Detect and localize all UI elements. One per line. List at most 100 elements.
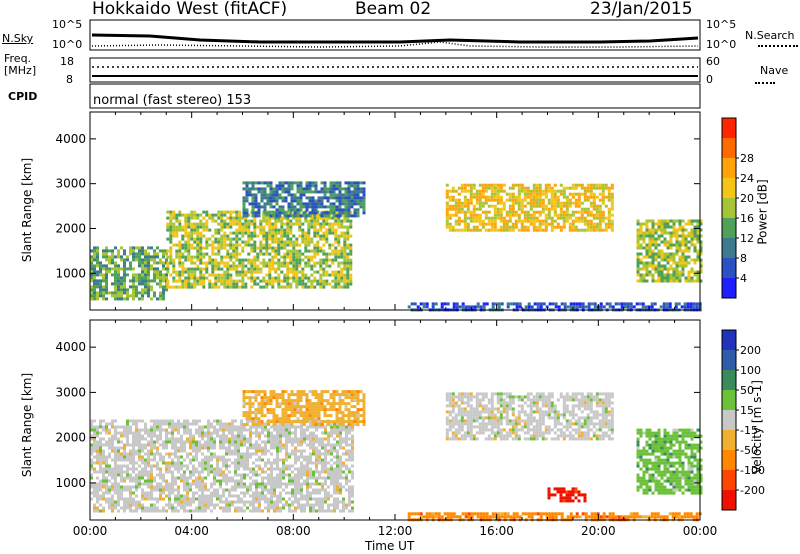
data-cell [309,425,312,429]
data-cell [636,246,640,250]
data-cell [229,252,233,256]
data-cell [144,285,147,289]
data-cell [297,491,300,495]
data-cell [472,216,476,220]
data-cell [278,187,282,191]
data-cell [186,503,189,507]
data-cell [93,443,96,447]
data-cell [684,228,688,232]
data-cell [312,491,315,495]
data-cell [180,506,183,510]
data-cell [111,267,114,271]
data-cell [455,305,459,309]
data-cell [312,449,315,453]
data-cell [277,267,281,271]
data-cell [463,198,467,202]
data-cell [496,207,500,211]
data-cell [228,431,231,435]
data-cell [490,216,494,220]
data-cell [99,485,102,489]
data-cell [334,219,338,223]
data-cell [243,464,246,468]
data-cell [175,228,179,232]
data-cell [422,302,426,306]
data-cell [343,246,347,250]
data-cell [508,198,512,202]
data-cell [99,464,102,468]
data-cell [96,294,99,298]
data-cell [687,234,691,238]
data-cell [159,273,162,277]
data-cell [264,461,267,465]
data-cell [220,267,224,271]
data-cell [675,240,679,244]
data-cell [234,428,237,432]
data-cell [312,452,315,456]
data-cell [306,485,309,489]
data-cell [99,288,102,292]
data-cell [319,276,323,280]
data-cell [285,440,288,444]
data-cell [324,476,327,480]
data-cell [303,437,306,441]
data-cell [648,231,652,235]
data-cell [259,252,263,256]
data-cell [141,461,144,465]
data-cell [93,470,96,474]
data-cell [198,431,201,435]
data-cell [699,228,703,232]
data-cell [295,240,299,244]
data-cell [237,479,240,483]
data-cell [306,464,309,468]
data-cell [280,228,284,232]
data-cell [238,231,242,235]
data-cell [111,500,114,504]
data-cell [183,440,186,444]
data-cell [463,201,467,205]
data-cell [274,234,278,238]
data-cell [448,204,452,208]
data-cell [255,479,258,483]
data-cell [156,446,159,450]
data-cell [186,428,189,432]
data-cell [276,473,279,477]
data-cell [222,461,225,465]
data-cell [102,267,105,271]
data-cell [312,425,315,429]
data-cell [333,500,336,504]
data-cell [120,425,123,429]
data-cell [684,240,688,244]
data-cell [610,186,614,190]
data-cell [258,506,261,510]
data-cell [225,476,228,480]
data-cell [334,258,338,262]
data-cell [243,452,246,456]
data-cell [267,482,270,486]
data-cell [311,211,315,215]
data-cell [328,246,332,250]
data-cell [308,202,312,206]
data-cell [102,297,105,301]
data-cell [283,264,287,268]
data-cell [90,261,93,265]
data-cell [102,294,105,298]
data-cell [269,193,273,197]
data-cell [315,428,318,432]
data-cell [271,246,275,250]
data-cell [193,267,197,271]
data-cell [186,491,189,495]
data-cell [172,270,176,274]
data-cell [275,199,279,203]
data-cell [114,267,117,271]
data-cell [681,225,685,229]
data-cell [240,458,243,462]
data-cell [312,437,315,441]
data-cell [466,216,470,220]
data-cell [293,199,297,203]
data-cell [117,455,120,459]
data-cell [204,458,207,462]
data-cell [331,228,335,232]
data-cell [660,249,664,253]
data-cell [229,246,233,250]
data-cell [265,213,269,217]
